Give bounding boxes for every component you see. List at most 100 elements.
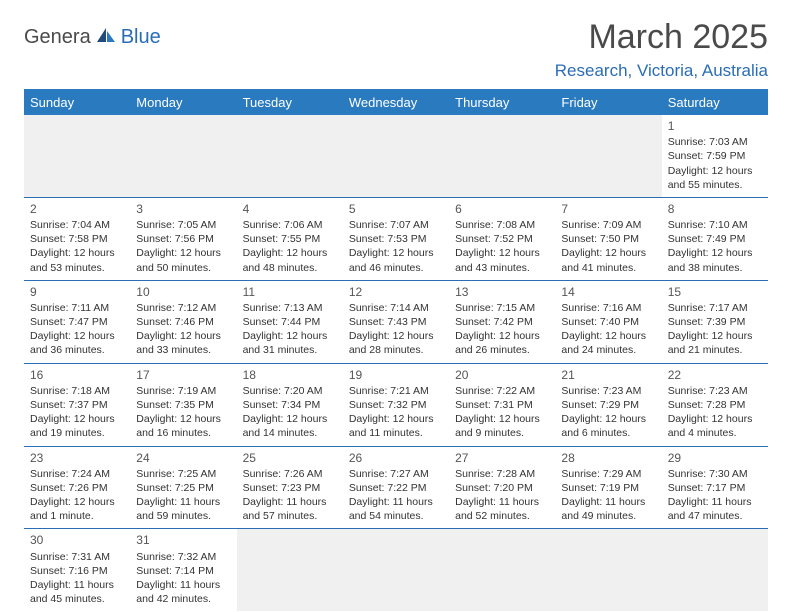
sunrise-text: Sunrise: 7:03 AM bbox=[668, 135, 762, 149]
calendar-cell: 13Sunrise: 7:15 AMSunset: 7:42 PMDayligh… bbox=[449, 281, 555, 363]
calendar-row: 9Sunrise: 7:11 AMSunset: 7:47 PMDaylight… bbox=[24, 281, 768, 364]
page-header: Genera Blue March 2025 Research, Victori… bbox=[24, 18, 768, 81]
logo-text-blue: Blue bbox=[121, 26, 161, 49]
sunrise-text: Sunrise: 7:06 AM bbox=[243, 218, 337, 232]
sunrise-text: Sunrise: 7:17 AM bbox=[668, 301, 762, 315]
sunrise-text: Sunrise: 7:25 AM bbox=[136, 467, 230, 481]
day-number: 9 bbox=[30, 284, 124, 300]
sunrise-text: Sunrise: 7:23 AM bbox=[668, 384, 762, 398]
calendar-cell: 23Sunrise: 7:24 AMSunset: 7:26 PMDayligh… bbox=[24, 447, 130, 529]
calendar-cell: 3Sunrise: 7:05 AMSunset: 7:56 PMDaylight… bbox=[130, 198, 236, 280]
calendar-cell bbox=[343, 115, 449, 197]
day-number: 14 bbox=[561, 284, 655, 300]
daylight-text: Daylight: 11 hours and 47 minutes. bbox=[668, 495, 762, 523]
day-header-monday: Monday bbox=[130, 90, 236, 115]
day-number: 1 bbox=[668, 118, 762, 134]
sunrise-text: Sunrise: 7:27 AM bbox=[349, 467, 443, 481]
sunrise-text: Sunrise: 7:28 AM bbox=[455, 467, 549, 481]
calendar-cell: 8Sunrise: 7:10 AMSunset: 7:49 PMDaylight… bbox=[662, 198, 768, 280]
sunrise-text: Sunrise: 7:10 AM bbox=[668, 218, 762, 232]
calendar-cell: 4Sunrise: 7:06 AMSunset: 7:55 PMDaylight… bbox=[237, 198, 343, 280]
sunset-text: Sunset: 7:39 PM bbox=[668, 315, 762, 329]
daylight-text: Daylight: 12 hours and 55 minutes. bbox=[668, 164, 762, 192]
calendar-cell bbox=[449, 115, 555, 197]
sunrise-text: Sunrise: 7:16 AM bbox=[561, 301, 655, 315]
sunrise-text: Sunrise: 7:24 AM bbox=[30, 467, 124, 481]
calendar-cell bbox=[555, 115, 661, 197]
daylight-text: Daylight: 11 hours and 57 minutes. bbox=[243, 495, 337, 523]
calendar-cell: 26Sunrise: 7:27 AMSunset: 7:22 PMDayligh… bbox=[343, 447, 449, 529]
day-number: 13 bbox=[455, 284, 549, 300]
sunrise-text: Sunrise: 7:08 AM bbox=[455, 218, 549, 232]
sunset-text: Sunset: 7:28 PM bbox=[668, 398, 762, 412]
calendar-cell: 30Sunrise: 7:31 AMSunset: 7:16 PMDayligh… bbox=[24, 529, 130, 611]
calendar-cell: 27Sunrise: 7:28 AMSunset: 7:20 PMDayligh… bbox=[449, 447, 555, 529]
sunrise-text: Sunrise: 7:04 AM bbox=[30, 218, 124, 232]
calendar-row: 30Sunrise: 7:31 AMSunset: 7:16 PMDayligh… bbox=[24, 529, 768, 611]
calendar-cell: 9Sunrise: 7:11 AMSunset: 7:47 PMDaylight… bbox=[24, 281, 130, 363]
sunset-text: Sunset: 7:19 PM bbox=[561, 481, 655, 495]
daylight-text: Daylight: 12 hours and 21 minutes. bbox=[668, 329, 762, 357]
day-number: 26 bbox=[349, 450, 443, 466]
calendar-cell: 15Sunrise: 7:17 AMSunset: 7:39 PMDayligh… bbox=[662, 281, 768, 363]
sunset-text: Sunset: 7:32 PM bbox=[349, 398, 443, 412]
daylight-text: Daylight: 12 hours and 38 minutes. bbox=[668, 246, 762, 274]
location-text: Research, Victoria, Australia bbox=[555, 61, 768, 81]
calendar-cell: 11Sunrise: 7:13 AMSunset: 7:44 PMDayligh… bbox=[237, 281, 343, 363]
calendar-cell: 25Sunrise: 7:26 AMSunset: 7:23 PMDayligh… bbox=[237, 447, 343, 529]
sunset-text: Sunset: 7:44 PM bbox=[243, 315, 337, 329]
day-number: 25 bbox=[243, 450, 337, 466]
day-header-tuesday: Tuesday bbox=[237, 90, 343, 115]
day-number: 18 bbox=[243, 367, 337, 383]
calendar-cell bbox=[449, 529, 555, 611]
daylight-text: Daylight: 11 hours and 52 minutes. bbox=[455, 495, 549, 523]
sunrise-text: Sunrise: 7:14 AM bbox=[349, 301, 443, 315]
sunrise-text: Sunrise: 7:07 AM bbox=[349, 218, 443, 232]
day-header-friday: Friday bbox=[555, 90, 661, 115]
sunrise-text: Sunrise: 7:09 AM bbox=[561, 218, 655, 232]
calendar-cell: 6Sunrise: 7:08 AMSunset: 7:52 PMDaylight… bbox=[449, 198, 555, 280]
calendar-cell bbox=[237, 115, 343, 197]
day-number: 5 bbox=[349, 201, 443, 217]
sunset-text: Sunset: 7:46 PM bbox=[136, 315, 230, 329]
daylight-text: Daylight: 12 hours and 4 minutes. bbox=[668, 412, 762, 440]
daylight-text: Daylight: 12 hours and 1 minute. bbox=[30, 495, 124, 523]
sunrise-text: Sunrise: 7:31 AM bbox=[30, 550, 124, 564]
daylight-text: Daylight: 11 hours and 59 minutes. bbox=[136, 495, 230, 523]
sunset-text: Sunset: 7:49 PM bbox=[668, 232, 762, 246]
daylight-text: Daylight: 12 hours and 28 minutes. bbox=[349, 329, 443, 357]
day-number: 24 bbox=[136, 450, 230, 466]
daylight-text: Daylight: 12 hours and 36 minutes. bbox=[30, 329, 124, 357]
day-number: 17 bbox=[136, 367, 230, 383]
calendar-body: 1Sunrise: 7:03 AMSunset: 7:59 PMDaylight… bbox=[24, 115, 768, 611]
day-header-saturday: Saturday bbox=[662, 90, 768, 115]
day-number: 12 bbox=[349, 284, 443, 300]
day-number: 7 bbox=[561, 201, 655, 217]
sunset-text: Sunset: 7:37 PM bbox=[30, 398, 124, 412]
calendar-cell: 28Sunrise: 7:29 AMSunset: 7:19 PMDayligh… bbox=[555, 447, 661, 529]
sunset-text: Sunset: 7:43 PM bbox=[349, 315, 443, 329]
day-header-wednesday: Wednesday bbox=[343, 90, 449, 115]
daylight-text: Daylight: 12 hours and 31 minutes. bbox=[243, 329, 337, 357]
daylight-text: Daylight: 12 hours and 6 minutes. bbox=[561, 412, 655, 440]
day-number: 2 bbox=[30, 201, 124, 217]
calendar-row: 2Sunrise: 7:04 AMSunset: 7:58 PMDaylight… bbox=[24, 198, 768, 281]
month-title: March 2025 bbox=[555, 18, 768, 57]
day-number: 20 bbox=[455, 367, 549, 383]
sunrise-text: Sunrise: 7:19 AM bbox=[136, 384, 230, 398]
daylight-text: Daylight: 12 hours and 14 minutes. bbox=[243, 412, 337, 440]
sunset-text: Sunset: 7:22 PM bbox=[349, 481, 443, 495]
calendar-cell bbox=[24, 115, 130, 197]
calendar-cell: 14Sunrise: 7:16 AMSunset: 7:40 PMDayligh… bbox=[555, 281, 661, 363]
calendar-cell: 1Sunrise: 7:03 AMSunset: 7:59 PMDaylight… bbox=[662, 115, 768, 197]
calendar-cell: 7Sunrise: 7:09 AMSunset: 7:50 PMDaylight… bbox=[555, 198, 661, 280]
sunset-text: Sunset: 7:35 PM bbox=[136, 398, 230, 412]
title-block: March 2025 Research, Victoria, Australia bbox=[555, 18, 768, 81]
calendar-day-header-row: Sunday Monday Tuesday Wednesday Thursday… bbox=[24, 89, 768, 115]
calendar-cell: 20Sunrise: 7:22 AMSunset: 7:31 PMDayligh… bbox=[449, 364, 555, 446]
day-number: 23 bbox=[30, 450, 124, 466]
calendar-cell: 10Sunrise: 7:12 AMSunset: 7:46 PMDayligh… bbox=[130, 281, 236, 363]
sunset-text: Sunset: 7:59 PM bbox=[668, 149, 762, 163]
sunrise-text: Sunrise: 7:20 AM bbox=[243, 384, 337, 398]
daylight-text: Daylight: 12 hours and 11 minutes. bbox=[349, 412, 443, 440]
